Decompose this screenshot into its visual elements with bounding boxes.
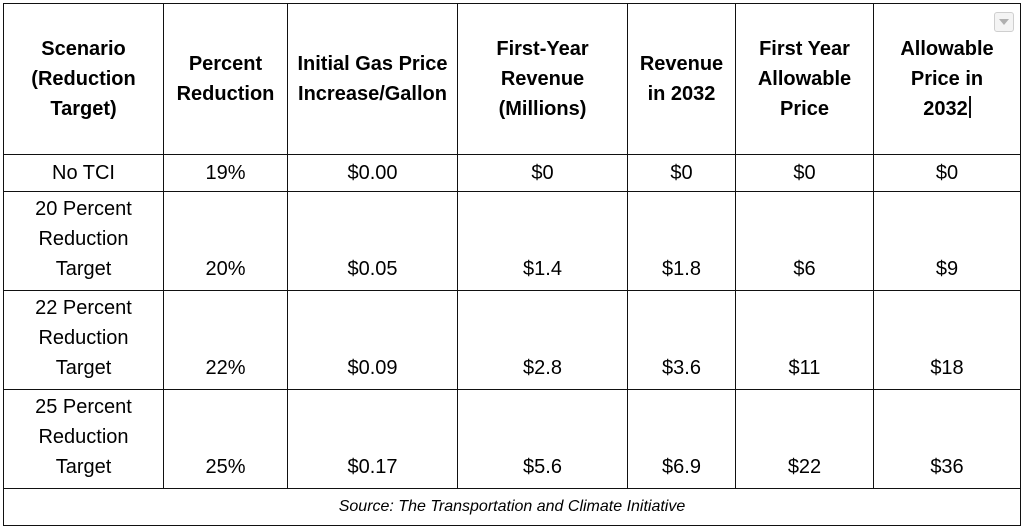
table-cell: $0 [627, 154, 736, 192]
table-cell: $36 [873, 389, 1021, 489]
table-cell: $6 [735, 191, 874, 291]
table-row: 22 Percent Reduction Target 22% $0.09 $2… [3, 290, 1021, 390]
table-cell: 19% [163, 154, 288, 192]
table-cell: No TCI [3, 154, 164, 192]
table-cell: $1.4 [457, 191, 628, 291]
header-first-year-allowable-price: First Year Allowable Price [735, 3, 874, 155]
table-cell: $3.6 [627, 290, 736, 390]
data-table: Scenario (Reduction Target) Percent Redu… [3, 3, 1021, 526]
table-cell: $0 [457, 154, 628, 192]
table-cell: $0.17 [287, 389, 458, 489]
table-cell: $5.6 [457, 389, 628, 489]
table-cell: $2.8 [457, 290, 628, 390]
table-cell: 22 Percent Reduction Target [3, 290, 164, 390]
header-gas-price-increase: Initial Gas Price Increase/Gallon [287, 3, 458, 155]
header-allowable-price-2032-cell[interactable]: Allowable Price in 2032 [873, 3, 1021, 155]
table-cell: $22 [735, 389, 874, 489]
table-row: 25 Percent Reduction Target 25% $0.17 $5… [3, 389, 1021, 489]
table-cell: 20 Percent Reduction Target [3, 191, 164, 291]
table-cell: $0 [735, 154, 874, 192]
table-row: No TCI 19% $0.00 $0 $0 $0 $0 [3, 154, 1021, 192]
header-row: Scenario (Reduction Target) Percent Redu… [3, 3, 1021, 155]
table-cell: 25 Percent Reduction Target [3, 389, 164, 489]
header-first-year-revenue: First-Year Revenue (Millions) [457, 3, 628, 155]
table-cell: $6.9 [627, 389, 736, 489]
table-cell: $0 [873, 154, 1021, 192]
table-cell: $0.05 [287, 191, 458, 291]
table-row: 20 Percent Reduction Target 20% $0.05 $1… [3, 191, 1021, 291]
table-cell: $9 [873, 191, 1021, 291]
table-cell: 20% [163, 191, 288, 291]
source-note: Source: The Transportation and Climate I… [3, 488, 1021, 526]
header-scenario: Scenario (Reduction Target) [3, 3, 164, 155]
table-cell: $18 [873, 290, 1021, 390]
header-percent-reduction: Percent Reduction [163, 3, 288, 155]
table-cell: $11 [735, 290, 874, 390]
table-cell: $0.09 [287, 290, 458, 390]
text-cursor [968, 96, 971, 118]
header-revenue-2032: Revenue in 2032 [627, 3, 736, 155]
page: Scenario (Reduction Target) Percent Redu… [3, 3, 1021, 526]
source-row: Source: The Transportation and Climate I… [3, 488, 1021, 526]
chevron-down-icon[interactable] [994, 12, 1014, 32]
table-cell: $1.8 [627, 191, 736, 291]
table-cell: $0.00 [287, 154, 458, 192]
table-cell: 25% [163, 389, 288, 489]
header-allowable-price-2032: Allowable Price in 2032 [900, 38, 994, 120]
table-cell: 22% [163, 290, 288, 390]
